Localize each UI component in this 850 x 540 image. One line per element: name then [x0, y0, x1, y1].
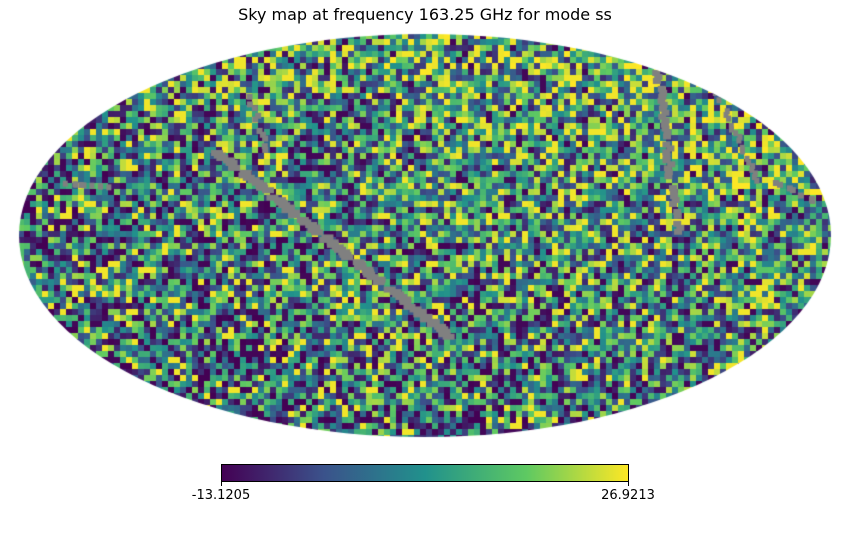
chart-title: Sky map at frequency 163.25 GHz for mode… — [238, 5, 612, 24]
colorbar-max-tick — [628, 482, 629, 486]
colorbar-max-label: 26.9213 — [601, 488, 655, 503]
colorbar-min-label: -13.1205 — [191, 488, 251, 503]
colorbar — [221, 464, 629, 482]
sky-map — [18, 33, 832, 438]
mollweide-sky-map — [18, 33, 832, 438]
colorbar-min-tick — [221, 482, 222, 486]
